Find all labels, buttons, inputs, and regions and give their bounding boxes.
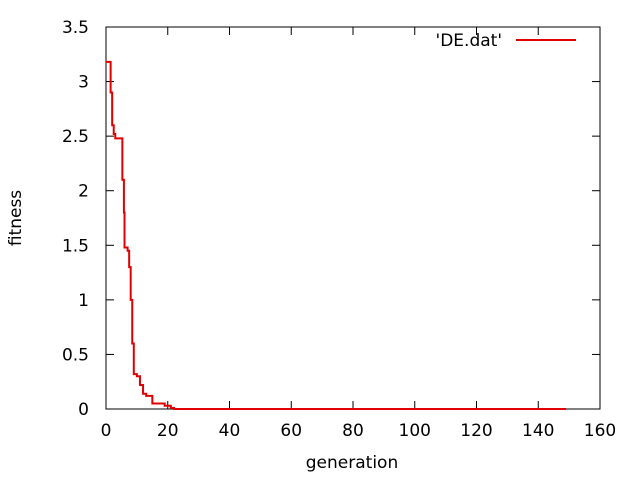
- x-tick-labels: 0 20 40 60 80 100 120 140 160: [101, 421, 617, 441]
- legend-label: 'DE.dat': [436, 31, 502, 51]
- x-axis-label: generation: [306, 453, 398, 473]
- y-tick-label: 0: [78, 400, 89, 420]
- y-tick-label: 2.5: [62, 127, 89, 147]
- legend: 'DE.dat': [436, 31, 576, 51]
- x-tick-label: 0: [101, 421, 112, 441]
- x-tick-label: 100: [399, 421, 431, 441]
- x-tick-label: 160: [584, 421, 616, 441]
- series-lines: [106, 60, 567, 410]
- y-tick-label: 2: [78, 182, 89, 202]
- x-tick-label: 120: [460, 421, 492, 441]
- y-tick-labels: 0 0.5 1 1.5 2 2.5 3 3.5: [62, 18, 89, 420]
- x-tick-label: 80: [342, 421, 364, 441]
- y-tick-label: 1: [78, 291, 89, 311]
- plot-area: [105, 26, 601, 410]
- y-tick-label: 1.5: [62, 236, 89, 256]
- y-tick-label: 0.5: [62, 345, 89, 365]
- x-tick-label: 60: [280, 421, 302, 441]
- y-axis-label: fitness: [6, 190, 26, 246]
- x-tick-label: 20: [157, 421, 179, 441]
- axis-ticks: [105, 26, 601, 410]
- y-tick-label: 3.5: [62, 18, 89, 38]
- plot-border: [105, 26, 601, 410]
- x-tick-label: 140: [522, 421, 554, 441]
- y-tick-label: 3: [78, 73, 89, 93]
- x-tick-label: 40: [219, 421, 241, 441]
- series-line-de-dat: [106, 60, 567, 410]
